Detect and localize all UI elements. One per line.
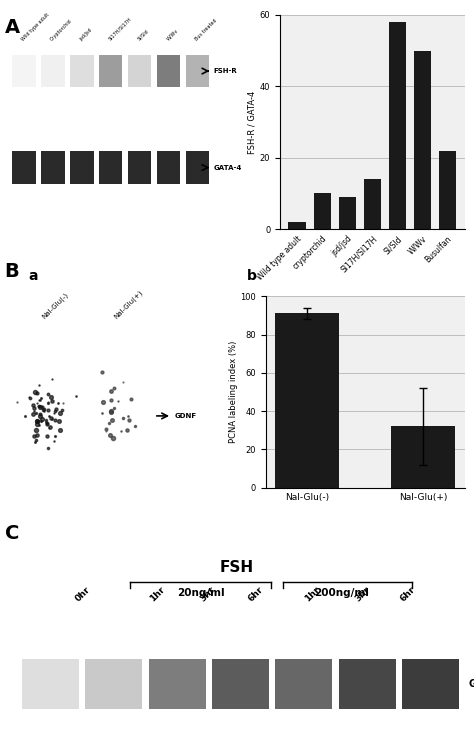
Bar [70, 55, 93, 87]
Bar [392, 427, 456, 488]
Bar [100, 151, 122, 184]
Bar [275, 314, 339, 488]
Bar [275, 659, 332, 709]
Text: C: C [5, 524, 19, 543]
Text: a: a [28, 269, 38, 283]
Bar [157, 55, 181, 87]
Text: GDNF: GDNF [468, 679, 474, 689]
Bar [186, 55, 210, 87]
Bar [389, 22, 406, 230]
Bar [414, 50, 431, 230]
Bar [402, 659, 459, 709]
Bar [128, 55, 152, 87]
Text: Nal-Glu(-): Nal-Glu(-) [41, 292, 70, 320]
Text: Cryptorchid: Cryptorchid [49, 18, 73, 41]
Text: 1hr: 1hr [148, 584, 167, 603]
Text: 200ng/ml: 200ng/ml [314, 588, 369, 599]
Text: 6hr: 6hr [399, 584, 417, 603]
Y-axis label: PCNA labeling index (%): PCNA labeling index (%) [228, 341, 237, 443]
Bar [41, 151, 64, 184]
Bar [70, 151, 93, 184]
Text: Sl17H/Sl17H: Sl17H/Sl17H [108, 16, 133, 41]
Text: 3hr: 3hr [353, 584, 372, 603]
Bar [186, 151, 210, 184]
Text: 6hr: 6hr [246, 584, 264, 603]
Bar [128, 151, 152, 184]
Bar [212, 659, 269, 709]
Bar [438, 151, 456, 230]
Bar [22, 659, 79, 709]
Text: B: B [5, 262, 19, 281]
Bar [85, 659, 142, 709]
Text: Nal-Glu(+): Nal-Glu(+) [113, 289, 145, 320]
Text: W/Wv: W/Wv [165, 28, 179, 41]
Bar [313, 193, 331, 230]
Text: GDNF: GDNF [175, 413, 197, 419]
Bar [338, 197, 356, 230]
Bar [157, 151, 181, 184]
Text: GATA-4: GATA-4 [214, 165, 242, 170]
Bar [364, 179, 381, 230]
Text: Bus treated: Bus treated [194, 18, 218, 41]
Text: jsd/jsd: jsd/jsd [78, 27, 93, 41]
Bar [41, 55, 64, 87]
Text: b: b [246, 269, 256, 283]
Text: 3hr: 3hr [198, 584, 217, 603]
Text: FSH: FSH [220, 560, 254, 575]
Text: FSH-R: FSH-R [214, 68, 237, 74]
Bar [289, 222, 306, 230]
Text: Sl/Sld: Sl/Sld [137, 28, 150, 41]
Bar [12, 55, 36, 87]
Text: 0hr: 0hr [73, 584, 91, 603]
Bar [339, 659, 396, 709]
Text: A: A [5, 18, 20, 38]
Text: 20ng/ml: 20ng/ml [177, 588, 224, 599]
Bar [100, 55, 122, 87]
Text: 1hr: 1hr [303, 584, 321, 603]
Bar [149, 659, 206, 709]
Text: Wild type adult: Wild type adult [20, 12, 50, 41]
Y-axis label: FSH-R / GATA-4: FSH-R / GATA-4 [248, 90, 257, 154]
Bar [12, 151, 36, 184]
